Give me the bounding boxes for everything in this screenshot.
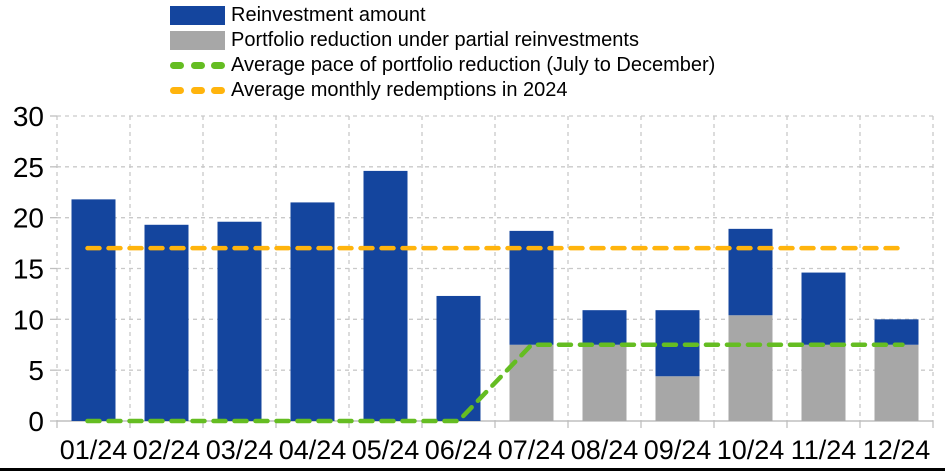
x-axis-tick-label: 09/24	[644, 435, 712, 465]
bar-segment	[874, 319, 919, 345]
legend-dash-segment	[211, 87, 225, 94]
bar-segment	[71, 199, 116, 421]
x-axis-tick-label: 02/24	[133, 435, 201, 465]
x-axis-tick-label: 01/24	[60, 435, 128, 465]
y-axis-tick-label: 5	[28, 355, 44, 386]
legend-swatch-yellow-dash-icon	[170, 87, 225, 94]
bar-segment	[801, 344, 846, 421]
y-axis-tick-label: 10	[13, 304, 44, 335]
legend-label: Average pace of portfolio reduction (Jul…	[231, 54, 716, 76]
legend-dash-segment	[170, 87, 184, 94]
legend-item-reinvestment: Reinvestment amount	[170, 3, 715, 28]
y-axis-tick-label: 25	[13, 152, 44, 183]
bar-segment	[217, 221, 262, 421]
x-axis-tick-label: 04/24	[279, 435, 347, 465]
legend-dash-segment	[170, 62, 184, 69]
bar-segment	[363, 170, 408, 421]
bar-segment	[655, 376, 700, 421]
legend-dash-segment	[190, 62, 205, 69]
bar-segment	[144, 224, 189, 421]
legend-swatch-gray-bar-icon	[170, 31, 225, 50]
legend-dash-segment	[211, 62, 225, 69]
x-axis-tick-label: 05/24	[352, 435, 420, 465]
bar-segment	[728, 228, 773, 316]
x-axis-tick-label: 07/24	[498, 435, 566, 465]
x-axis-tick-label: 11/24	[791, 435, 857, 465]
legend-label: Reinvestment amount	[231, 4, 426, 26]
trend-line	[85, 342, 905, 424]
x-axis-tick-label: 03/24	[206, 435, 274, 465]
y-axis-tick-label: 0	[28, 406, 44, 437]
legend-item-average-pace: Average pace of portfolio reduction (Jul…	[170, 53, 715, 78]
bar-segment	[728, 315, 773, 421]
bar-segment	[874, 344, 919, 421]
bar-segment	[582, 310, 627, 345]
y-axis-tick-label: 30	[13, 101, 44, 132]
bar-segment	[290, 202, 335, 421]
legend-item-average-redemptions: Average monthly redemptions in 2024	[170, 78, 715, 103]
bar-segment	[509, 344, 554, 421]
y-axis-tick-label: 15	[13, 254, 44, 285]
x-axis-tick-label: 06/24	[425, 435, 493, 465]
legend-dash-segment	[190, 87, 205, 94]
bar-segment	[436, 295, 481, 421]
figure-bottom-rule	[0, 468, 945, 471]
legend-swatch-green-dash-icon	[170, 62, 225, 69]
legend-label: Portfolio reduction under partial reinve…	[231, 29, 639, 51]
x-axis-tick-label: 12/24	[863, 435, 931, 465]
chart-legend: Reinvestment amount Portfolio reduction …	[170, 3, 715, 103]
legend-swatch-blue-bar-icon	[170, 6, 225, 25]
legend-item-portfolio-reduction: Portfolio reduction under partial reinve…	[170, 28, 715, 53]
bar-segment	[582, 344, 627, 421]
x-axis-tick-label: 10/24	[717, 435, 785, 465]
bar-segment	[801, 272, 846, 345]
y-axis-tick-label: 20	[13, 203, 44, 234]
x-axis-tick-label: 08/24	[571, 435, 639, 465]
legend-label: Average monthly redemptions in 2024	[231, 79, 568, 101]
